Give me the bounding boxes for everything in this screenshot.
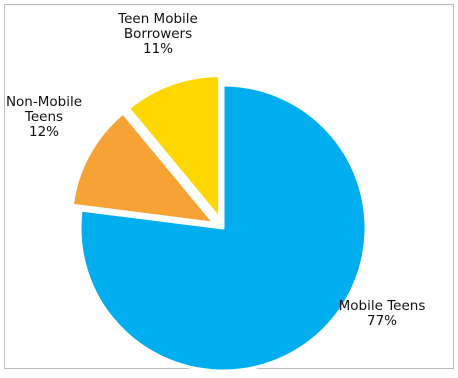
pie-labels: Mobile Teens 77% Non-Mobile Teens 12% Teen Mo… (6, 11, 425, 329)
pie-label-teen-mobile-borrowers: Teen Mobile Borrowers 11% (117, 11, 198, 57)
pie-label-non-mobile-teens: Non-Mobile Teens 12% (6, 94, 82, 140)
pie-label-line: 77% (367, 313, 397, 329)
pie-label-line: Mobile Teens (339, 298, 426, 314)
pie-label-line: Borrowers (124, 26, 192, 42)
pie-label-line: Teen Mobile (117, 11, 198, 27)
pie-label-line: 12% (29, 124, 59, 140)
pie-label-line: 11% (143, 41, 173, 57)
pie-slice-non-mobile-teens (70, 111, 216, 225)
pie-slice-teen-mobile-borrowers (126, 74, 222, 221)
pie-label-line: Non-Mobile (6, 94, 82, 110)
pie-label-mobile-teens: Mobile Teens 77% (339, 298, 426, 329)
pie-slices (70, 74, 368, 373)
pie-label-line: Teens (24, 109, 63, 125)
pie-slice-mobile-teens (78, 83, 368, 373)
